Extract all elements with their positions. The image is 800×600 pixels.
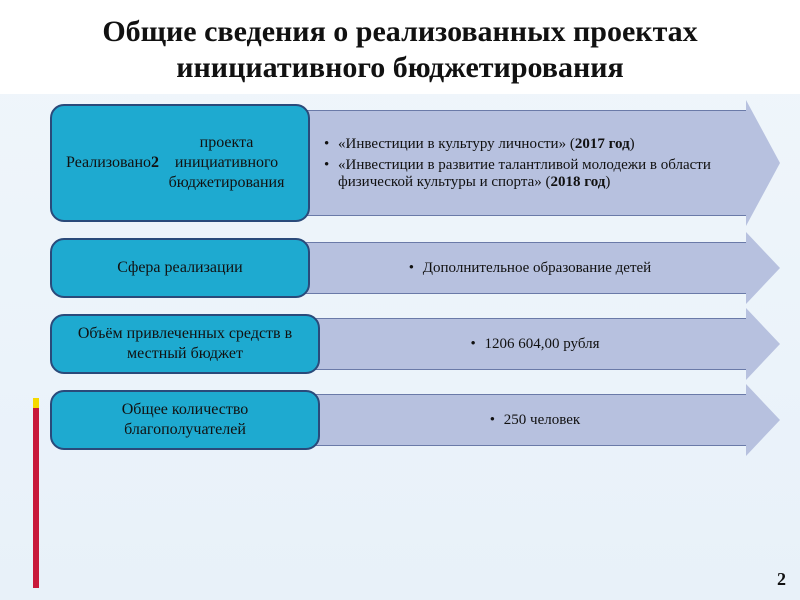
bullet-item: 1206 604,00 рубля (471, 336, 600, 353)
row-label: Реализовано 2 проекта инициативного бюдж… (50, 104, 310, 222)
bullet-item: «Инвестиции в развитие талантливой молод… (324, 157, 736, 191)
row-label: Общее количество благополучателей (50, 390, 320, 450)
bullet-item: «Инвестиции в культуру личности» (2017 г… (324, 136, 736, 153)
row-label: Сфера реализации (50, 238, 310, 298)
diagram-row: Общее количество благополучателей 250 чел… (50, 390, 780, 450)
arrow-body: Дополнительное образование детей (304, 242, 746, 294)
accent-strip (33, 408, 39, 588)
diagram-row: Объём привлеченных средств в местный бюд… (50, 314, 780, 374)
diagram-row: Сфера реализации Дополнительное образован… (50, 238, 780, 298)
arrow-body: 1206 604,00 рубля (314, 318, 746, 370)
page-title: Общие сведения о реализованных проектах … (0, 0, 800, 94)
arrow-head-icon (746, 384, 780, 456)
arrow-body: «Инвестиции в культуру личности» (2017 г… (304, 110, 746, 216)
page-number: 2 (777, 569, 786, 590)
arrow: «Инвестиции в культуру личности» (2017 г… (304, 104, 780, 222)
arrow: 1206 604,00 рубля (314, 314, 780, 374)
diagram-content: Реализовано 2 проекта инициативного бюдж… (0, 94, 800, 450)
arrow-head-icon (746, 308, 780, 380)
arrow: Дополнительное образование детей (304, 238, 780, 298)
arrow-head-icon (746, 100, 780, 226)
row-label: Объём привлеченных средств в местный бюд… (50, 314, 320, 374)
bullet-item: Дополнительное образование детей (409, 260, 651, 277)
accent-dot (33, 398, 39, 408)
diagram-row: Реализовано 2 проекта инициативного бюдж… (50, 104, 780, 222)
arrow-body: 250 человек (314, 394, 746, 446)
arrow: 250 человек (314, 390, 780, 450)
bullet-item: 250 человек (490, 412, 580, 429)
arrow-head-icon (746, 232, 780, 304)
